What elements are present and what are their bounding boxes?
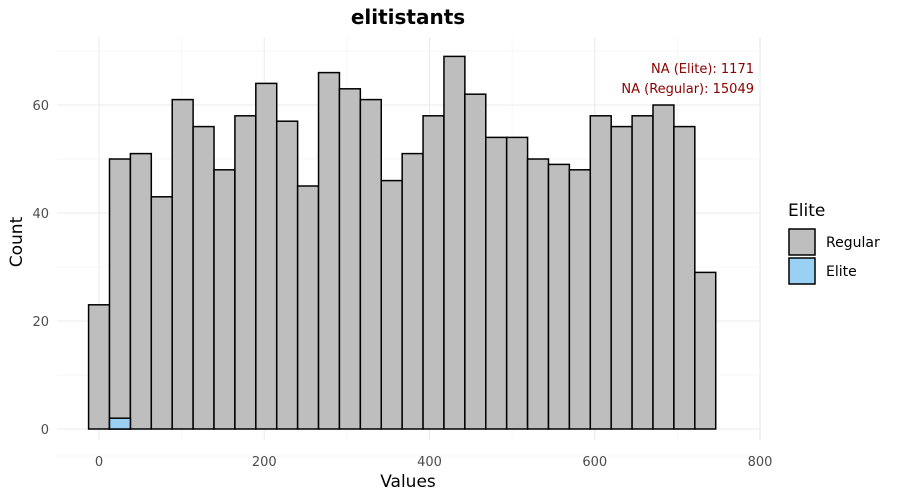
- bar-elite-1: [108, 417, 132, 430]
- bar-regular-28: [673, 125, 696, 430]
- bar-regular-18: [464, 93, 487, 430]
- bar-regular-15: [401, 152, 424, 430]
- x-tick-label: 400: [417, 455, 442, 470]
- bar-regular-0: [87, 304, 111, 430]
- legend-label-elite: Elite: [826, 264, 857, 280]
- legend-swatch-regular: [788, 228, 816, 256]
- x-axis-ticks: 0 200 400 600 800: [95, 455, 773, 470]
- bar-regular-1: [108, 158, 132, 430]
- bar-regular-24: [589, 115, 612, 430]
- bar-regular-7: [234, 115, 257, 430]
- bar-regular-11: [317, 71, 341, 430]
- bar-regular-29: [694, 271, 717, 430]
- y-tick-label: 60: [32, 99, 49, 114]
- y-tick-label: 20: [32, 315, 49, 330]
- bar-regular-6: [213, 169, 236, 430]
- y-tick-label: 0: [41, 423, 49, 438]
- bar-regular-16: [422, 115, 445, 430]
- bar-regular-13: [359, 98, 382, 430]
- bar-regular-10: [296, 185, 320, 430]
- chart-title: elitistants: [351, 5, 465, 29]
- bar-regular-4: [171, 98, 194, 430]
- bar-regular-14: [380, 179, 403, 430]
- bar-regular-3: [150, 196, 173, 430]
- bar-regular-20: [505, 136, 529, 430]
- annotation-na-elite: NA (Elite): 1171: [651, 62, 754, 77]
- bar-regular-26: [631, 115, 654, 430]
- y-axis-title: Count: [7, 216, 27, 267]
- x-tick-label: 0: [95, 455, 103, 470]
- x-tick-label: 800: [748, 455, 773, 470]
- bar-regular-12: [338, 88, 362, 430]
- bar-regular-8: [255, 82, 278, 430]
- legend: Elite Regular Elite: [788, 201, 880, 285]
- bar-regular-19: [485, 136, 508, 430]
- legend-swatch-elite: [788, 257, 816, 285]
- x-tick-label: 200: [252, 455, 277, 470]
- annotation-na-regular: NA (Regular): 15049: [621, 82, 754, 97]
- x-tick-label: 600: [582, 455, 607, 470]
- bar-regular-25: [610, 125, 633, 430]
- bar-regular-27: [652, 104, 675, 430]
- bar-regular-22: [547, 163, 571, 430]
- bar-regular-9: [275, 120, 299, 430]
- legend-title: Elite: [788, 201, 825, 221]
- x-axis-title: Values: [380, 472, 436, 492]
- y-tick-label: 40: [32, 207, 49, 222]
- bar-regular-23: [568, 169, 592, 430]
- bar-regular-5: [192, 125, 215, 430]
- y-axis-ticks: 0 20 40 60: [32, 99, 49, 438]
- bars: [87, 55, 717, 430]
- bar-regular-21: [526, 158, 550, 430]
- bar-regular-17: [443, 55, 466, 430]
- bar-regular-2: [129, 152, 153, 430]
- legend-label-regular: Regular: [826, 235, 880, 251]
